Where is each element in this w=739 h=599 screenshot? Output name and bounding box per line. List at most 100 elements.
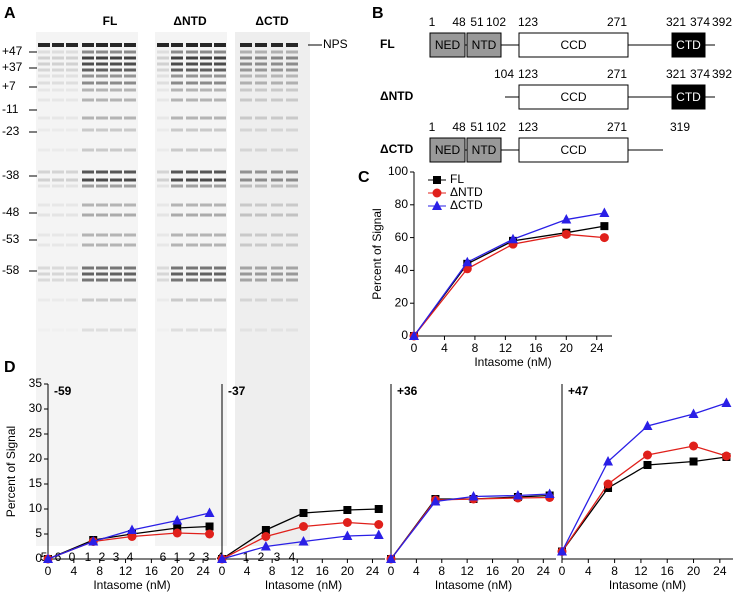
gel-band (186, 148, 198, 152)
gel-band (186, 56, 198, 60)
gel-band (171, 43, 183, 47)
marker (643, 450, 652, 460)
gel-band (124, 213, 136, 217)
gel-band (240, 88, 252, 92)
gel-band (110, 272, 122, 276)
gel-band (271, 278, 283, 282)
gel-band (96, 266, 108, 270)
residue-number: 1 (429, 15, 436, 29)
marker (43, 553, 53, 563)
gel-band (66, 272, 78, 276)
residue-number: 123 (518, 120, 538, 134)
gel-band (82, 148, 94, 152)
x-axis-label: Intasome (nM) (93, 578, 170, 592)
marker (127, 532, 137, 541)
gel-band (286, 56, 298, 60)
gel-band (82, 50, 94, 54)
gel-band (66, 213, 78, 217)
gel-band (171, 98, 183, 102)
x-tick-label: 20 (171, 564, 185, 578)
gel-band (255, 213, 267, 217)
y-tick-label: 80 (395, 197, 409, 211)
gel-band (200, 56, 212, 60)
marker (217, 553, 227, 563)
marker (508, 233, 518, 244)
marker (688, 408, 699, 418)
gel-band (38, 81, 50, 85)
gel-band (66, 170, 78, 174)
y-tick-label: 60 (395, 230, 409, 244)
gel-band (214, 233, 226, 237)
gel-band (157, 329, 169, 332)
x-tick-label: 12 (634, 564, 648, 578)
domain-box (429, 32, 466, 58)
y-tick-label: 0 (35, 551, 42, 565)
x-axis-label: Intasome (nM) (265, 578, 342, 592)
gel-band (124, 50, 136, 54)
gel-band (124, 43, 136, 47)
gel-band (240, 116, 252, 120)
domain-box (518, 84, 629, 110)
gel-band (271, 81, 283, 85)
gel-band (255, 88, 267, 92)
residue-number: 392 (712, 67, 732, 81)
gel-band (52, 278, 64, 282)
marker-label: -38 (2, 168, 20, 182)
marker (643, 461, 652, 469)
gel-band (286, 81, 298, 85)
residue-number: 123 (518, 15, 538, 29)
domain-label: CCD (561, 143, 587, 157)
gel-band (255, 170, 267, 174)
gel-band (200, 213, 212, 217)
gel-band (200, 148, 212, 152)
marker (261, 532, 271, 541)
gel-band (271, 328, 283, 332)
x-tick-label: 8 (438, 564, 445, 578)
y-tick-label: 5 (35, 526, 42, 540)
gel-band (96, 81, 108, 85)
marker (299, 509, 308, 517)
gel-band (255, 278, 267, 282)
gel-band (157, 128, 169, 132)
gel-band (82, 98, 94, 102)
gel-band (52, 243, 64, 247)
gel-band (271, 74, 283, 78)
gel-band (52, 266, 64, 270)
gel-band (110, 203, 122, 207)
gel-band (240, 243, 252, 247)
gel-band (271, 233, 283, 237)
gel-band (214, 278, 226, 282)
gel-band (124, 62, 136, 66)
gel-band (82, 170, 94, 174)
marker (373, 529, 384, 539)
gel-band (186, 43, 198, 47)
gel-band (96, 170, 108, 174)
gel-band (124, 243, 136, 247)
marker (298, 536, 309, 546)
y-tick-label: 30 (29, 401, 43, 415)
marker (205, 529, 215, 539)
gel-band (240, 68, 252, 72)
marker (374, 520, 384, 529)
gel-band (66, 88, 78, 92)
lane-label: 4 (127, 550, 134, 564)
residue-number: 102 (486, 120, 506, 134)
x-tick-label: 8 (269, 564, 276, 578)
gel-band (66, 329, 78, 332)
gel-band (200, 298, 212, 302)
marker (127, 524, 137, 534)
gel-band (66, 98, 78, 102)
gel-band (286, 98, 298, 102)
x-tick-label: 16 (316, 564, 330, 578)
residue-number: 1 (429, 120, 436, 134)
domain-label: CCD (561, 90, 587, 104)
gel-band (240, 128, 252, 132)
gel-band (66, 62, 78, 66)
domain-label: NED (435, 143, 461, 157)
y-tick-label: 0 (401, 328, 408, 342)
gel-band (38, 184, 50, 188)
gel-band (214, 184, 226, 188)
gel-band (157, 50, 169, 54)
gel-band (110, 98, 122, 102)
